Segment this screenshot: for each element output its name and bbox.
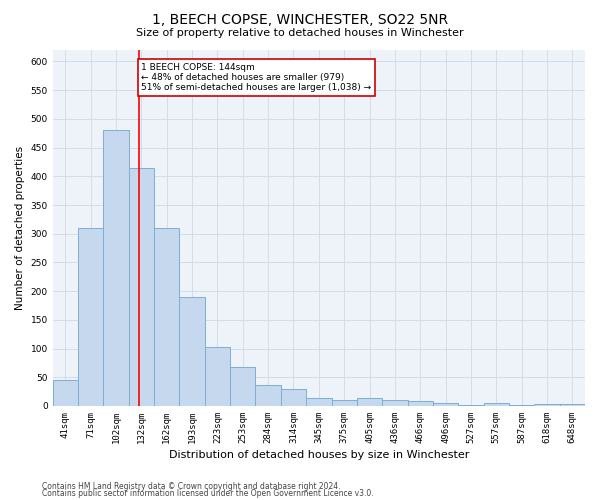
Bar xyxy=(433,403,458,406)
Bar xyxy=(357,398,382,406)
Bar xyxy=(154,228,179,406)
Bar xyxy=(306,398,332,406)
Text: 1 BEECH COPSE: 144sqm
← 48% of detached houses are smaller (979)
51% of semi-det: 1 BEECH COPSE: 144sqm ← 48% of detached … xyxy=(142,62,371,92)
X-axis label: Distribution of detached houses by size in Winchester: Distribution of detached houses by size … xyxy=(169,450,469,460)
Text: Contains HM Land Registry data © Crown copyright and database right 2024.: Contains HM Land Registry data © Crown c… xyxy=(42,482,341,491)
Y-axis label: Number of detached properties: Number of detached properties xyxy=(15,146,25,310)
Bar xyxy=(230,367,256,406)
Bar xyxy=(560,404,585,406)
Bar xyxy=(407,402,433,406)
Bar xyxy=(332,400,357,406)
Bar xyxy=(53,380,78,406)
Bar xyxy=(103,130,129,406)
Bar xyxy=(205,347,230,406)
Text: Size of property relative to detached houses in Winchester: Size of property relative to detached ho… xyxy=(136,28,464,38)
Text: 1, BEECH COPSE, WINCHESTER, SO22 5NR: 1, BEECH COPSE, WINCHESTER, SO22 5NR xyxy=(152,12,448,26)
Bar xyxy=(484,403,509,406)
Bar xyxy=(179,297,205,406)
Bar xyxy=(382,400,407,406)
Text: Contains public sector information licensed under the Open Government Licence v3: Contains public sector information licen… xyxy=(42,489,374,498)
Bar xyxy=(281,388,306,406)
Bar xyxy=(535,404,560,406)
Bar xyxy=(256,384,281,406)
Bar xyxy=(78,228,103,406)
Bar xyxy=(458,405,484,406)
Bar xyxy=(129,168,154,406)
Bar xyxy=(509,405,535,406)
